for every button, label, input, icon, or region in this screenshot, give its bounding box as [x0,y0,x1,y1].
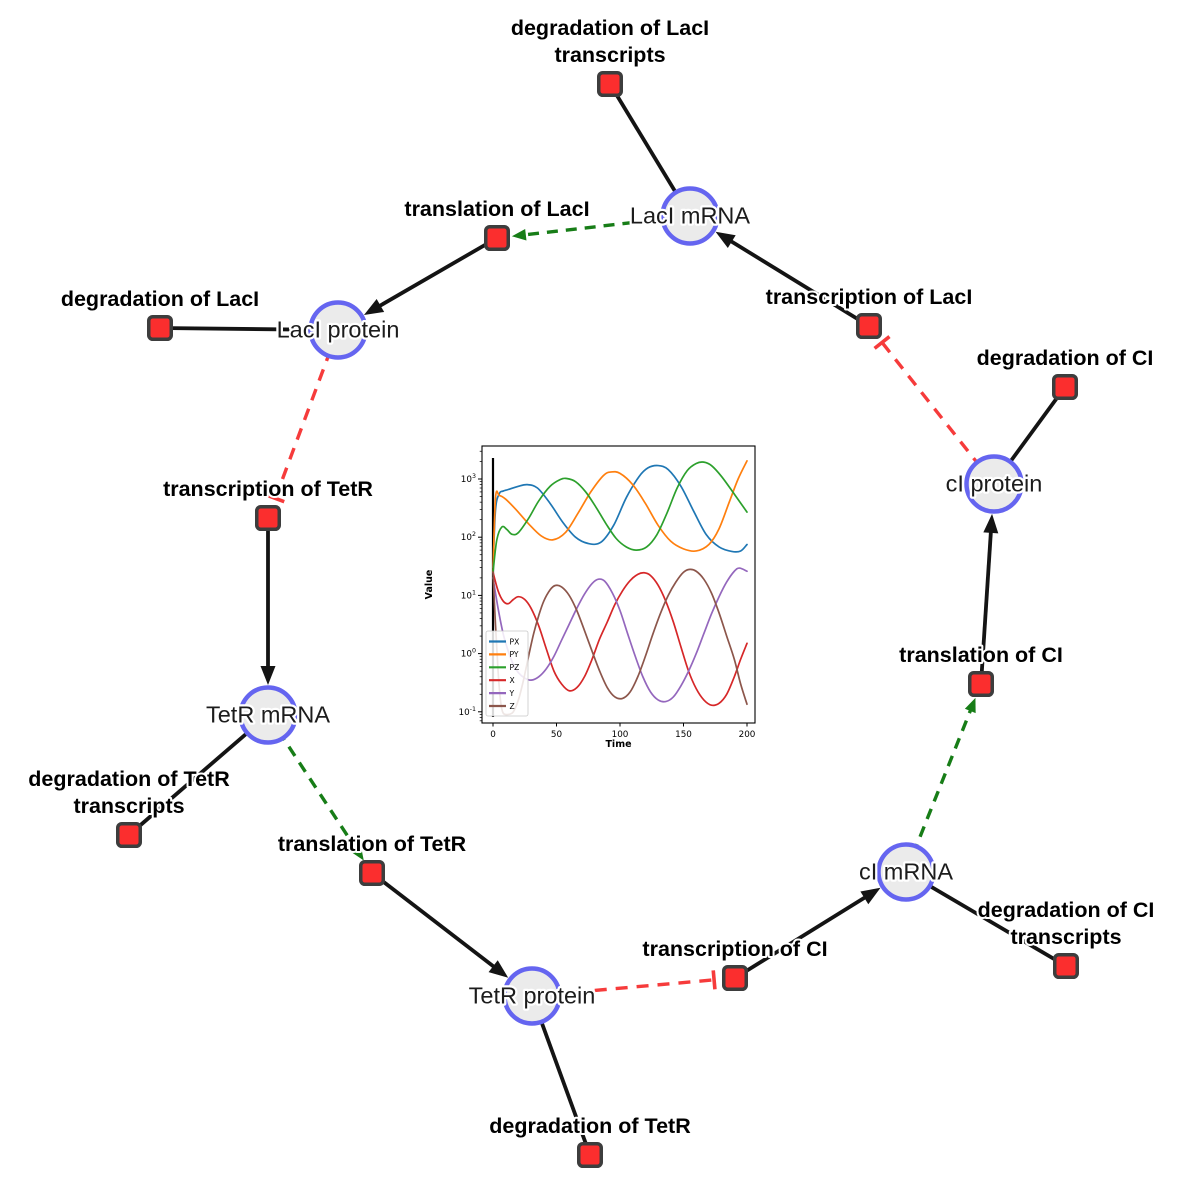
reaction-label-tx_laci-line1: transcription of LacI [766,285,973,309]
reaction-node-transl_laci[interactable] [484,225,510,251]
reaction-label-deg_ci_tx-line1: degradation of CI [978,898,1155,922]
arrowhead [860,887,881,905]
edge-tx_ci-ci_mrna [733,887,881,980]
reaction-label-deg_laci_tx-line2: transcripts [554,43,665,67]
chart-x-axis-label: Time [605,739,631,750]
reaction-label-deg_tetr-line1: degradation of TetR [489,1114,691,1138]
reaction-label-deg_tetr_tx-line1: degradation of TetR [28,767,230,791]
reaction-label-tx_ci-line1: transcription of CI [642,937,827,961]
reaction-node-deg_tetr[interactable] [577,1142,603,1168]
edge-tetr_protein-tx_ci [531,970,717,998]
inhibition-tbar [265,493,285,504]
arrowhead [488,960,509,978]
reaction-node-deg_tetr_tx[interactable] [116,822,142,848]
reaction-node-deg_ci[interactable] [1052,374,1078,400]
labels-layer: degradation of LacI transcripts translatio… [26,14,1156,1140]
reaction-label-deg_ci_tx-line2: transcripts [1010,925,1121,949]
reaction-node-transl_tetr[interactable] [359,860,385,886]
species-node-tetr_mrna[interactable] [238,685,298,745]
chart-x-tick-label: 0 [490,730,496,740]
species-label-ci_protein: cI protein [946,471,1043,497]
species-label-laci_protein: LacI protein [277,317,400,343]
reaction-node-tx_ci[interactable] [722,965,748,991]
activation-arrowhead [964,697,976,714]
edge-transl_tetr-tetr_protein [370,871,509,978]
chart-series-PY [492,460,748,574]
reaction-node-deg_laci[interactable] [147,315,173,341]
legend-label-Z: Z [510,702,515,711]
edge-tx_tetr-tetr_mrna [260,518,276,685]
legend-label-PZ: PZ [510,663,520,672]
arrowhead [363,298,385,315]
reaction-node-tx_laci[interactable] [856,313,882,339]
time-series-inset-plot: 0 50 100 150 20010-1100101102103TimeValuePXP… [420,425,775,765]
edge-tetr_mrna-deg_tetr_tx [127,713,270,837]
species-node-tetr_protein[interactable] [502,966,562,1026]
edge-tx_laci-laci_mrna [715,231,870,328]
reaction-node-tx_tetr[interactable] [255,505,281,531]
edge-ci_protein-tx_laci [873,335,996,486]
chart-series-PZ [492,461,748,574]
species-label-laci_mrna: LacI mRNA [630,203,750,229]
reaction-label-transl_ci-line1: translation of CI [899,643,1063,667]
legend-label-Y: Y [509,689,515,698]
nodes-layer [116,71,1079,1168]
species-node-ci_mrna[interactable] [876,842,936,902]
legend-label-PX: PX [510,637,520,646]
reaction-label-deg_tetr_tx-line2: transcripts [73,794,184,818]
chart-series-PX [492,464,748,569]
edge-transl_ci-ci_protein [979,513,999,685]
chart-axes-box [481,445,756,724]
chart-series-X [492,571,748,707]
arrowhead [983,513,999,534]
reaction-label-deg_laci-line1: degradation of LacI [61,287,259,311]
species-node-laci_protein[interactable] [308,300,368,360]
species-label-ci_mrna: cI mRNA [859,859,953,885]
species-label-tetr_mrna: TetR mRNA [206,702,330,728]
reaction-label-deg_ci-line1: degradation of CI [977,346,1154,370]
inhibition-tbar [873,335,891,350]
edge-ci_mrna-deg_ci_tx [905,870,1067,968]
chart-x-tick-label: 150 [675,730,692,740]
species-node-laci_mrna[interactable] [660,186,720,246]
legend-label-PY: PY [510,650,519,659]
chart-legend: PX PY PZ XYZ [485,630,529,717]
arrowhead [715,231,736,249]
chart-x-tick-label: 50 [551,730,563,740]
reaction-label-tx_tetr-line1: transcription of TetR [163,477,373,501]
inhibition-tbar [711,970,717,990]
chart-legend-box [485,630,529,717]
species-label-tetr_protein: TetR protein [469,983,596,1009]
reaction-node-deg_ci_tx[interactable] [1053,953,1079,979]
legend-label-X: X [510,676,515,685]
chart-x-tick-label: 100 [612,730,629,740]
edge-laci_protein-tx_tetr [265,329,340,504]
reaction-label-deg_laci_tx-line1: degradation of LacI [511,16,709,40]
activation-arrowhead [511,228,527,241]
arrowhead [260,666,276,685]
chart-y-axis-label: Value [424,570,435,600]
species-node-ci_protein[interactable] [964,454,1024,514]
activation-arrowhead [351,845,364,861]
edge-transl_laci-laci_protein [363,236,498,315]
reaction-node-deg_laci_tx[interactable] [597,71,623,97]
reaction-node-transl_ci[interactable] [968,671,994,697]
reaction-label-transl_laci-line1: translation of LacI [404,197,589,221]
chart-x-tick-label: 200 [739,730,756,740]
reaction-label-transl_tetr-line1: translation of TetR [278,832,467,856]
